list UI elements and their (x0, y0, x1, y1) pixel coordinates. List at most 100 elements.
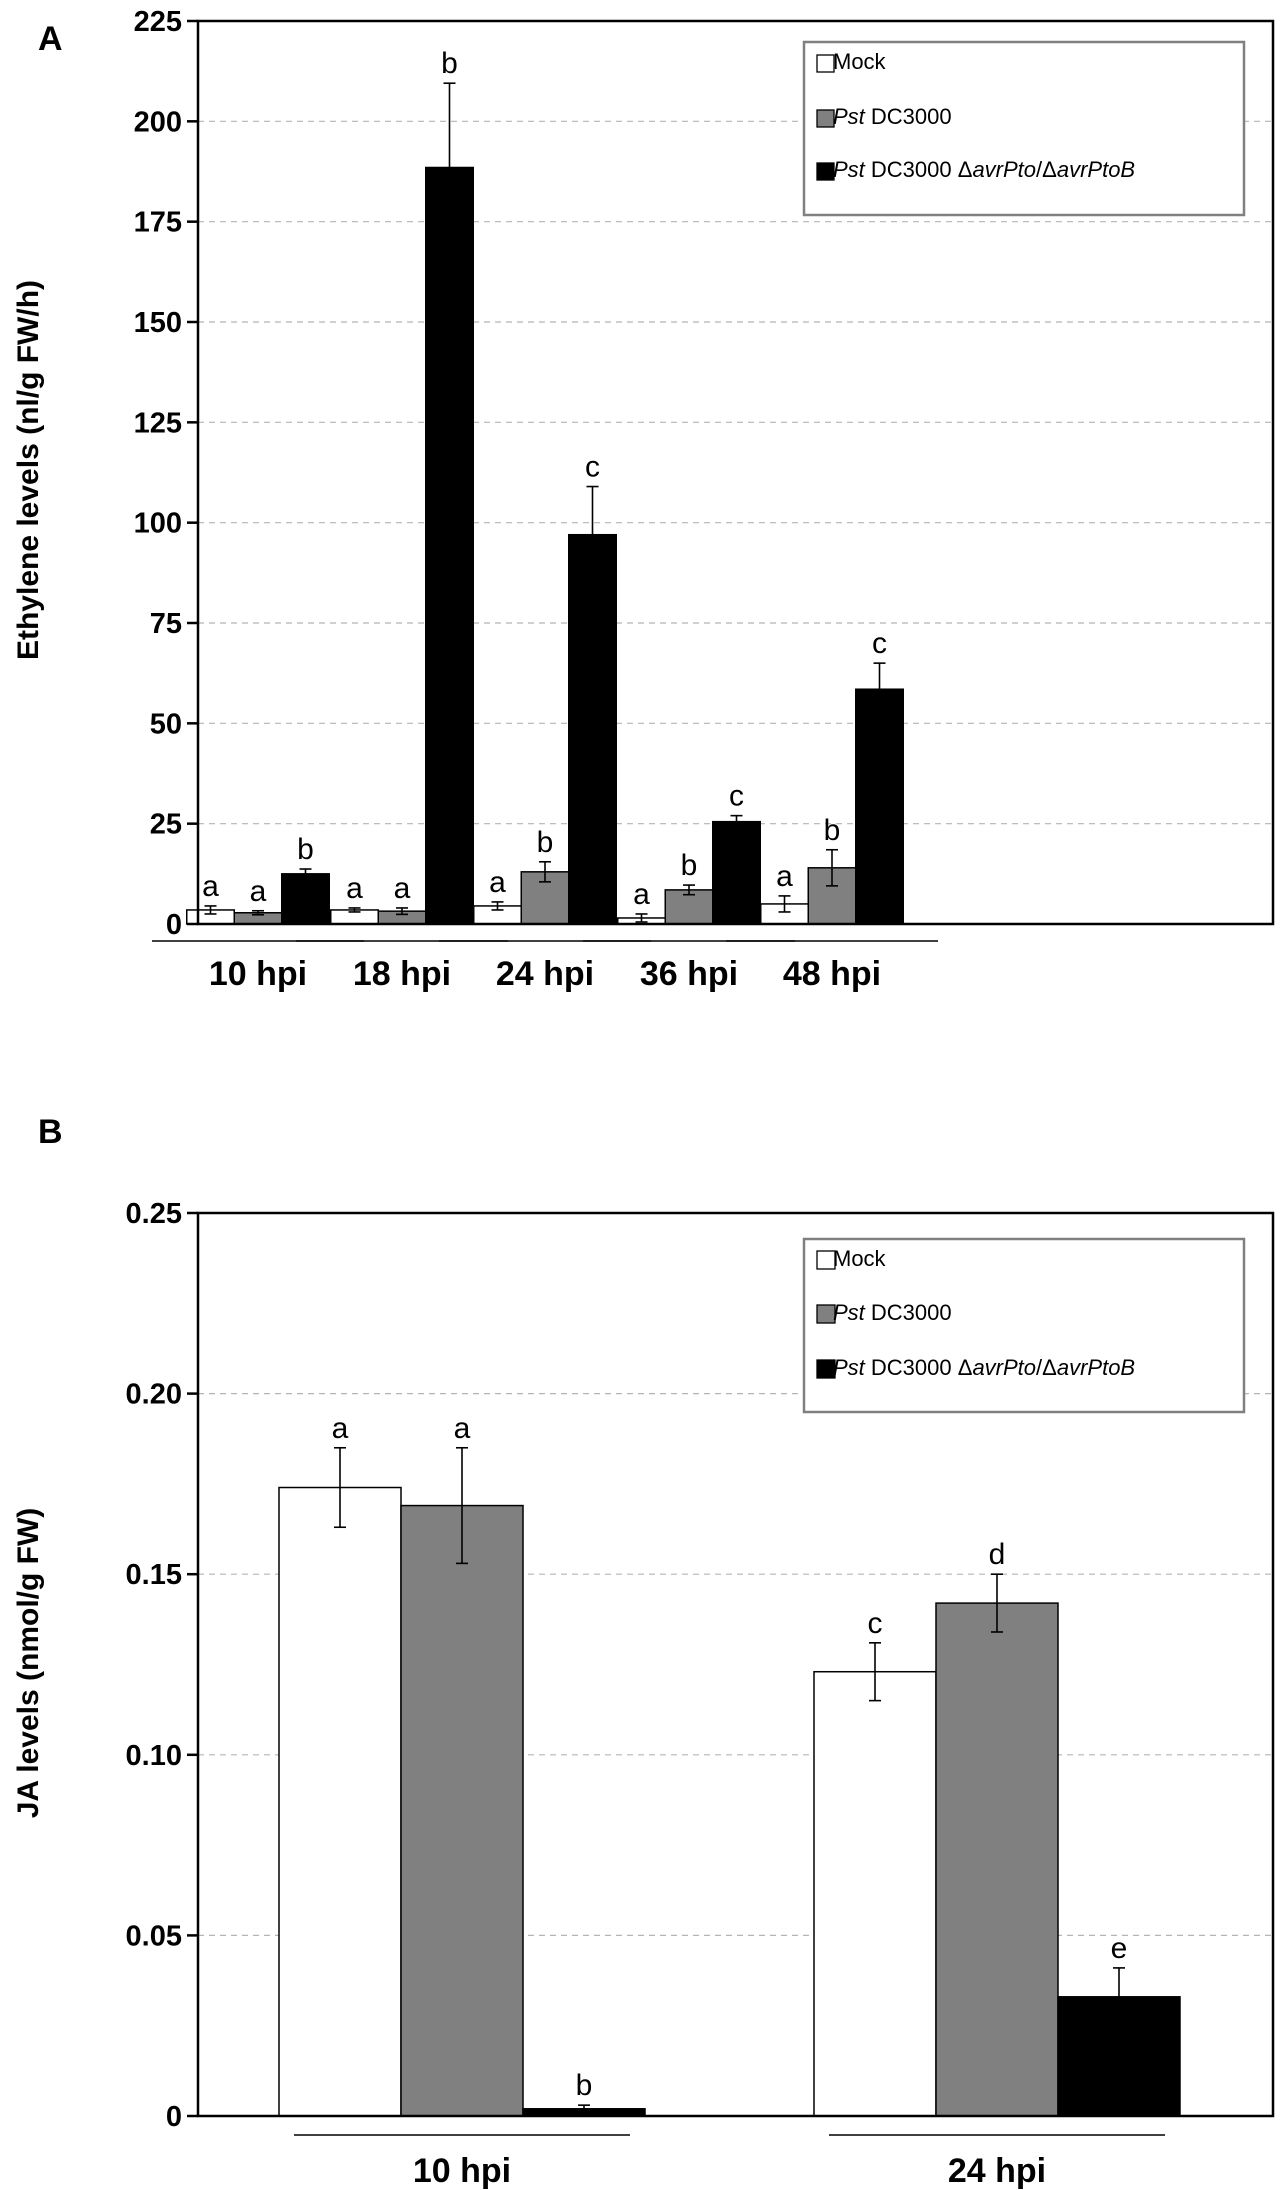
legend-swatch (816, 1250, 836, 1270)
y-tick-label: 200 (134, 106, 182, 138)
y-tick-label: 0.05 (126, 1920, 182, 1952)
error-bar (456, 1446, 468, 1565)
significance-letter: a (394, 872, 411, 905)
y-tick-label: 0.10 (126, 1740, 182, 1772)
legend-entry: Pst DC3000 ΔavrPto/ΔavrPtoB (833, 157, 1135, 182)
y-tick-label: 0 (166, 2101, 182, 2133)
panel-a-y-axis: 0 25 50 75 100 125 150 175 200 225 (134, 6, 198, 941)
significance-letter: b (576, 2069, 593, 2102)
error-bar (348, 907, 361, 913)
significance-letter: a (346, 872, 363, 905)
panel-b-y-axis: 0 0.05 0.10 0.15 0.20 0.25 (126, 1198, 198, 2133)
legend-swatch (816, 54, 835, 73)
legend-swatch (816, 109, 835, 128)
error-bar (539, 860, 551, 883)
x-category-label: 48 hpi (783, 955, 881, 993)
bar-18-hpi-series-2 (425, 166, 474, 925)
y-tick-label: 0.25 (126, 1198, 182, 1230)
legend-entry: Pst DC3000 (833, 104, 952, 129)
significance-letter: c (729, 780, 744, 813)
panel-a-legend: Mock Pst DC3000 Pst DC3000 ΔavrPto/ΔavrPto… (802, 40, 1246, 217)
error-bar (873, 662, 886, 717)
x-category-label: 24 hpi (496, 955, 594, 993)
legend-box (802, 40, 1246, 217)
error-bar (683, 884, 695, 896)
significance-letter: d (989, 1538, 1006, 1571)
error-bar (869, 1642, 881, 1702)
panel-a-x-axis: 10 hpi 18 hpi 24 hpi 36 hpi 48 hpi (152, 940, 938, 993)
error-bar (491, 901, 504, 911)
significance-letter: a (332, 1412, 349, 1445)
bar-24-hpi-series-2 (568, 533, 617, 925)
y-tick-label: 100 (134, 508, 182, 540)
legend-entry: Mock (833, 49, 887, 74)
panel-b-legend: Mock Pst DC3000 Pst DC3000 ΔavrPto/ΔavrPto… (802, 1237, 1246, 1414)
y-tick-label: 25 (150, 809, 182, 841)
panel-a-plot-frame (196, 19, 1275, 926)
error-bar (252, 909, 264, 916)
y-tick-label: 0 (166, 909, 182, 941)
y-tick-label: 50 (150, 708, 182, 740)
significance-letter: c (585, 451, 600, 484)
significance-letter: c (868, 1607, 883, 1640)
significance-letter: b (441, 47, 458, 80)
panel-b: B a a b c d e 0 0.05 0.10 0.15 0.20 0.25 10 hpi 24 … (12, 1113, 1275, 2190)
legend-swatch (816, 1304, 836, 1324)
panel-b-label: B (38, 1113, 63, 1151)
bar-48-hpi-series-2 (855, 688, 904, 925)
x-category-label: 24 hpi (948, 2152, 1046, 2190)
error-bar (204, 905, 217, 915)
significance-letter: b (537, 826, 554, 859)
error-bar (730, 814, 743, 829)
y-tick-label: 0.20 (126, 1379, 182, 1411)
significance-letter: a (776, 860, 793, 893)
legend-swatch (816, 162, 835, 181)
y-tick-label: 225 (134, 6, 182, 38)
bar-10-hpi-series-1 (400, 1504, 524, 2117)
significance-letter: a (250, 875, 267, 908)
legend-box (802, 1237, 1246, 1414)
panel-a-gridlines (198, 120, 1273, 825)
error-bar (578, 2104, 590, 2114)
error-bar (991, 1573, 1003, 1633)
legend-swatch (816, 1359, 836, 1379)
error-bar (443, 82, 456, 253)
bar-36-hpi-series-1 (664, 889, 714, 925)
significance-letter: b (681, 849, 698, 882)
panel-a-label: A (38, 20, 63, 58)
error-bar (396, 907, 408, 916)
significance-letter: e (1111, 1932, 1128, 1965)
significance-letter: a (489, 866, 506, 899)
panel-b-x-axis: 10 hpi 24 hpi (294, 2134, 1165, 2190)
legend-entry: Mock (833, 1246, 887, 1271)
y-tick-label: 125 (134, 407, 182, 439)
y-tick-label: 0.15 (126, 1559, 182, 1591)
y-tick-label: 75 (150, 608, 182, 640)
error-bar (635, 913, 648, 923)
significance-letter: a (202, 870, 219, 903)
error-bar (778, 895, 791, 913)
significance-letter: b (824, 814, 841, 847)
significance-letter: a (633, 878, 650, 911)
error-bar (826, 848, 838, 887)
bar-10-hpi-series-0 (278, 1486, 402, 2117)
x-category-label: 18 hpi (353, 955, 451, 993)
panel-b-bars: a a b c d e (278, 1412, 1181, 2117)
error-bar (1113, 1967, 1125, 2027)
error-bar (334, 1446, 346, 1529)
y-tick-label: 150 (134, 307, 182, 339)
error-bar (586, 485, 599, 584)
x-category-label: 10 hpi (209, 955, 307, 993)
panel-b-plot-frame (196, 1211, 1275, 2118)
y-tick-label: 175 (134, 207, 182, 239)
bar-24-hpi-series-1 (935, 1602, 1059, 2117)
significance-letter: c (872, 627, 887, 660)
x-category-label: 36 hpi (640, 955, 738, 993)
bar-10-hpi-series-2 (281, 873, 330, 925)
x-category-label: 10 hpi (413, 2152, 511, 2190)
legend-entry: Pst DC3000 (833, 1300, 952, 1325)
significance-letter: a (454, 1412, 471, 1445)
error-bar (299, 868, 312, 880)
